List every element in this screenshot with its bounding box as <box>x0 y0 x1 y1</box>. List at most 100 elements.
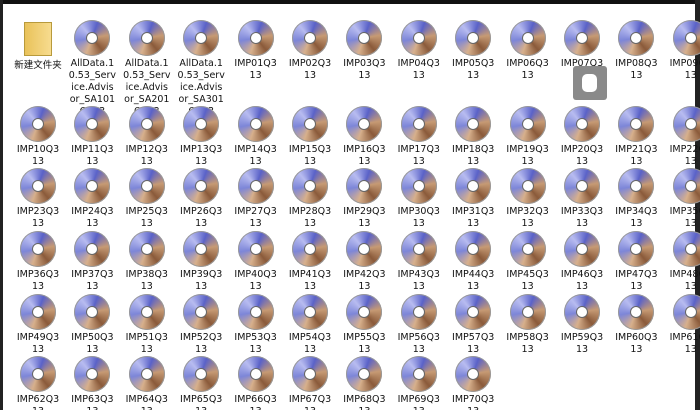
file-item[interactable]: IMP59Q313 <box>555 294 609 356</box>
file-item[interactable]: IMP25Q313 <box>120 168 174 230</box>
file-icon <box>672 106 700 142</box>
file-item[interactable]: AllData.10.53_Service.Advisor_SA201Q313 <box>120 20 174 118</box>
file-icon <box>292 168 328 204</box>
file-item[interactable]: IMP37Q313 <box>65 231 119 293</box>
file-icon <box>346 106 383 142</box>
file-item[interactable]: IMP69Q313 <box>392 356 446 410</box>
file-item[interactable]: IMP60Q313 <box>609 294 663 356</box>
file-item[interactable]: IMP10Q313 <box>11 106 65 168</box>
file-name: IMP44Q313 <box>452 269 495 292</box>
file-item[interactable]: IMP15Q313 <box>283 106 337 168</box>
file-item[interactable]: IMP08Q313 <box>609 20 663 82</box>
file-item[interactable]: IMP42Q313 <box>337 231 391 293</box>
file-item[interactable]: IMP35Q313 <box>664 168 700 230</box>
file-name: IMP61Q313 <box>669 332 700 355</box>
file-item[interactable]: IMP28Q313 <box>283 168 337 230</box>
file-item[interactable]: IMP48Q313 <box>664 231 700 293</box>
file-item[interactable]: IMP45Q313 <box>501 231 555 293</box>
file-item[interactable]: IMP03Q313 <box>337 20 391 82</box>
file-name: IMP58Q313 <box>506 332 549 355</box>
file-item[interactable]: IMP46Q313 <box>555 231 609 293</box>
file-item[interactable]: IMP19Q313 <box>501 106 555 168</box>
file-icon <box>564 20 600 56</box>
file-item[interactable]: IMP50Q313 <box>65 294 119 356</box>
file-icon <box>455 106 492 142</box>
file-item[interactable]: IMP14Q313 <box>229 106 283 168</box>
file-item[interactable]: IMP31Q313 <box>446 168 500 230</box>
file-item[interactable]: IMP49Q313 <box>11 294 65 356</box>
file-item[interactable]: IMP51Q313 <box>120 294 174 356</box>
folder-icon <box>24 22 52 56</box>
file-item[interactable]: IMP30Q313 <box>392 168 446 230</box>
file-item[interactable]: IMP21Q313 <box>609 106 663 168</box>
file-item[interactable]: IMP61Q313 <box>664 294 700 356</box>
file-item[interactable]: IMP18Q313 <box>446 106 500 168</box>
file-item[interactable]: IMP33Q313 <box>555 168 609 230</box>
file-icon <box>20 168 56 204</box>
file-icon <box>564 294 600 330</box>
file-item[interactable]: IMP65Q313 <box>174 356 228 410</box>
file-name: IMP26Q313 <box>180 206 223 229</box>
file-name: IMP22Q313 <box>669 144 700 167</box>
file-name: IMP64Q313 <box>125 394 168 410</box>
file-item[interactable]: AllData.10.53_Service.Advisor_SA301Q313 <box>174 20 228 118</box>
file-item[interactable]: IMP63Q313 <box>65 356 119 410</box>
file-item[interactable]: IMP43Q313 <box>392 231 446 293</box>
file-name: IMP17Q313 <box>397 144 440 167</box>
file-item[interactable]: IMP01Q313 <box>229 20 283 82</box>
file-item[interactable]: IMP40Q313 <box>229 231 283 293</box>
file-item[interactable]: IMP54Q313 <box>283 294 337 356</box>
file-item[interactable]: IMP32Q313 <box>501 168 555 230</box>
file-item[interactable]: IMP41Q313 <box>283 231 337 293</box>
file-item[interactable]: IMP64Q313 <box>120 356 174 410</box>
file-item[interactable]: IMP56Q313 <box>392 294 446 356</box>
file-item[interactable]: IMP55Q313 <box>337 294 391 356</box>
file-item[interactable]: IMP62Q313 <box>11 356 65 410</box>
file-item[interactable]: IMP70Q313 <box>446 356 500 410</box>
file-item[interactable]: IMP06Q313 <box>501 20 555 82</box>
file-name: IMP04Q313 <box>397 58 440 81</box>
file-item[interactable]: IMP44Q313 <box>446 231 500 293</box>
file-item[interactable]: IMP26Q313 <box>174 168 228 230</box>
file-item[interactable]: IMP23Q313 <box>11 168 65 230</box>
file-item[interactable]: IMP68Q313 <box>337 356 391 410</box>
file-name: IMP31Q313 <box>452 206 495 229</box>
file-item[interactable]: IMP29Q313 <box>337 168 391 230</box>
file-item[interactable]: IMP17Q313 <box>392 106 446 168</box>
file-item[interactable]: IMP36Q313 <box>11 231 65 293</box>
file-name: IMP47Q313 <box>615 269 658 292</box>
file-icon <box>183 231 220 267</box>
file-item[interactable]: IMP58Q313 <box>501 294 555 356</box>
file-icon <box>618 106 655 142</box>
file-item[interactable]: IMP09Q313 <box>664 20 700 82</box>
file-item[interactable]: IMP02Q313 <box>283 20 337 82</box>
file-item[interactable]: IMP20Q313 <box>555 106 609 168</box>
file-item[interactable]: IMP16Q313 <box>337 106 391 168</box>
file-icon <box>618 20 655 56</box>
file-item[interactable]: IMP34Q313 <box>609 168 663 230</box>
file-item[interactable]: IMP47Q313 <box>609 231 663 293</box>
file-item[interactable]: IMP11Q313 <box>65 106 119 168</box>
file-item[interactable]: IMP39Q313 <box>174 231 228 293</box>
file-item[interactable]: IMP04Q313 <box>392 20 446 82</box>
file-item[interactable]: IMP67Q313 <box>283 356 337 410</box>
file-item[interactable]: IMP52Q313 <box>174 294 228 356</box>
file-item[interactable]: IMP53Q313 <box>229 294 283 356</box>
file-icon <box>237 168 274 204</box>
file-item[interactable]: IMP57Q313 <box>446 294 500 356</box>
file-item[interactable]: IMP66Q313 <box>229 356 283 410</box>
file-icon <box>20 231 56 267</box>
file-item[interactable]: IMP38Q313 <box>120 231 174 293</box>
file-item[interactable]: IMP24Q313 <box>65 168 119 230</box>
file-icon <box>128 168 165 204</box>
file-item[interactable]: IMP12Q313 <box>120 106 174 168</box>
file-item[interactable]: AllData.10.53_Service.Advisor_SA101Q313 <box>65 20 119 118</box>
file-item[interactable]: IMP13Q313 <box>174 106 228 168</box>
file-item[interactable]: IMP05Q313 <box>446 20 500 82</box>
file-icon <box>74 168 111 204</box>
file-item[interactable]: IMP27Q313 <box>229 168 283 230</box>
folder-item[interactable]: 新建文件夹 <box>11 20 65 72</box>
file-icon <box>20 356 56 392</box>
file-icon <box>455 20 492 56</box>
file-item[interactable]: IMP22Q313 <box>664 106 700 168</box>
